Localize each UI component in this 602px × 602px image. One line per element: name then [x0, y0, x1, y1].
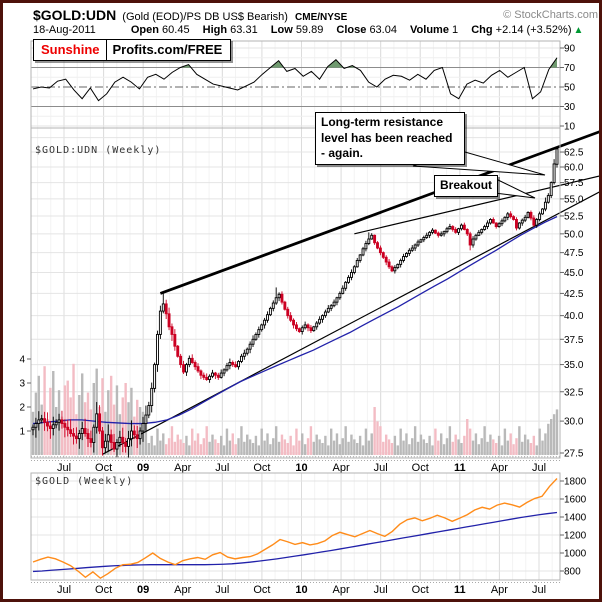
price-panel: 62.5 60.0 57.5 55.0 52.5 50.0 47.5 45.0 42.5 40.0…: [19, 127, 599, 474]
gold-panel-label: $GOLD (Weekly): [35, 476, 133, 487]
svg-text:1000: 1000: [564, 549, 587, 560]
rising-support: [102, 191, 599, 455]
svg-text:10: 10: [564, 122, 576, 133]
svg-text:1: 1: [19, 427, 25, 438]
chart-canvas: 90 70 50 30 10 62.5 60.0 57.5 55.0 52.5 50.0 47.5 4…: [19, 40, 599, 596]
svg-text:70: 70: [564, 63, 576, 74]
svg-text:Apr: Apr: [333, 584, 350, 596]
svg-text:40.0: 40.0: [564, 311, 584, 322]
svg-text:10: 10: [295, 462, 307, 474]
svg-text:60.0: 60.0: [564, 162, 584, 173]
svg-text:Apr: Apr: [174, 462, 191, 474]
svg-text:Oct: Oct: [95, 584, 112, 596]
low-label: Low: [270, 24, 293, 36]
svg-text:1200: 1200: [564, 531, 587, 542]
change-value: +2.14 (+3.52%): [495, 24, 572, 36]
svg-text:Oct: Oct: [95, 462, 112, 474]
svg-text:Jul: Jul: [532, 462, 546, 474]
svg-text:Jul: Jul: [215, 584, 229, 596]
svg-text:37.5: 37.5: [564, 335, 584, 346]
svg-text:Apr: Apr: [491, 462, 508, 474]
symbol: $GOLD:UDN: [33, 7, 117, 23]
svg-text:Oct: Oct: [412, 462, 429, 474]
svg-text:3: 3: [19, 379, 25, 390]
svg-text:47.5: 47.5: [564, 248, 584, 259]
close-label: Close: [336, 24, 367, 36]
change-up-arrow: ▲: [573, 25, 584, 36]
quote-date: 18-Aug-2011: [33, 24, 96, 36]
svg-text:27.5: 27.5: [564, 449, 584, 460]
svg-text:4: 4: [19, 355, 25, 366]
watermark-badge: Sunshine Profits.com/FREE: [33, 39, 232, 61]
svg-text:55.0: 55.0: [564, 194, 584, 205]
svg-text:Apr: Apr: [174, 584, 191, 596]
svg-text:90: 90: [564, 44, 576, 55]
svg-text:Oct: Oct: [412, 584, 429, 596]
svg-text:Oct: Oct: [253, 462, 270, 474]
watermark-left: Sunshine: [41, 42, 100, 57]
gold-panel: 1800 1600 1400 1200 1000 800 $GOLD (Weekly) Jul…: [30, 472, 587, 596]
high-label: High: [202, 24, 228, 36]
svg-text:35.0: 35.0: [564, 360, 584, 371]
watermark-right: Profits.com/FREE: [105, 40, 231, 60]
volume-label: Volume: [410, 24, 449, 36]
copyright: © StockCharts.com: [503, 9, 598, 21]
svg-text:42.5: 42.5: [564, 289, 584, 300]
svg-text:1400: 1400: [564, 513, 587, 524]
svg-text:32.5: 32.5: [564, 387, 584, 398]
svg-text:Jul: Jul: [374, 462, 388, 474]
svg-text:Jul: Jul: [57, 584, 71, 596]
price-panel-label: $GOLD:UDN (Weekly): [35, 145, 161, 156]
svg-text:50: 50: [564, 83, 576, 94]
header-line1: $GOLD:UDN (Gold (EOD)/PS DB US$ Bearish)…: [33, 7, 598, 23]
svg-text:10: 10: [295, 584, 307, 596]
low-value: 59.89: [295, 24, 324, 36]
svg-text:62.5: 62.5: [564, 148, 584, 159]
svg-text:Jul: Jul: [532, 584, 546, 596]
svg-text:09: 09: [137, 584, 149, 596]
svg-text:45.0: 45.0: [564, 268, 584, 279]
svg-text:Oct: Oct: [253, 584, 270, 596]
svg-text:11: 11: [454, 462, 466, 474]
svg-text:Apr: Apr: [491, 584, 508, 596]
svg-text:57.5: 57.5: [564, 178, 584, 189]
svg-text:09: 09: [137, 462, 149, 474]
svg-text:30: 30: [564, 102, 576, 113]
open-value: 60.45: [162, 24, 190, 36]
change-label: Chg: [471, 24, 493, 36]
symbol-description: (Gold (EOD)/PS DB US$ Bearish): [122, 11, 288, 23]
high-value: 63.31: [230, 24, 258, 36]
header-line2: 18-Aug-2011 Open 60.45 High 63.31 Low 59…: [33, 24, 598, 36]
close-value: 63.04: [369, 24, 397, 36]
svg-text:30.0: 30.0: [564, 417, 584, 428]
gold-price-line: [32, 477, 558, 580]
resistance-annotation: Long-term resistance level has been reac…: [315, 112, 465, 165]
svg-text:11: 11: [454, 584, 466, 596]
volume-value: 1: [452, 24, 459, 36]
svg-text:Jul: Jul: [215, 462, 229, 474]
svg-text:Jul: Jul: [374, 584, 388, 596]
long-term-resistance: [159, 130, 599, 295]
svg-text:Apr: Apr: [333, 462, 350, 474]
svg-text:1600: 1600: [564, 495, 587, 506]
svg-text:Jul: Jul: [57, 462, 71, 474]
svg-text:50.0: 50.0: [564, 229, 584, 240]
secondary-resistance: [354, 175, 599, 235]
svg-text:52.5: 52.5: [564, 211, 584, 222]
open-label: Open: [130, 24, 159, 36]
svg-text:2: 2: [19, 403, 25, 414]
svg-text:800: 800: [564, 567, 581, 578]
exchange: CME/NYSE: [295, 12, 348, 23]
svg-text:1800: 1800: [564, 477, 587, 488]
breakout-annotation: Breakout: [434, 175, 499, 197]
